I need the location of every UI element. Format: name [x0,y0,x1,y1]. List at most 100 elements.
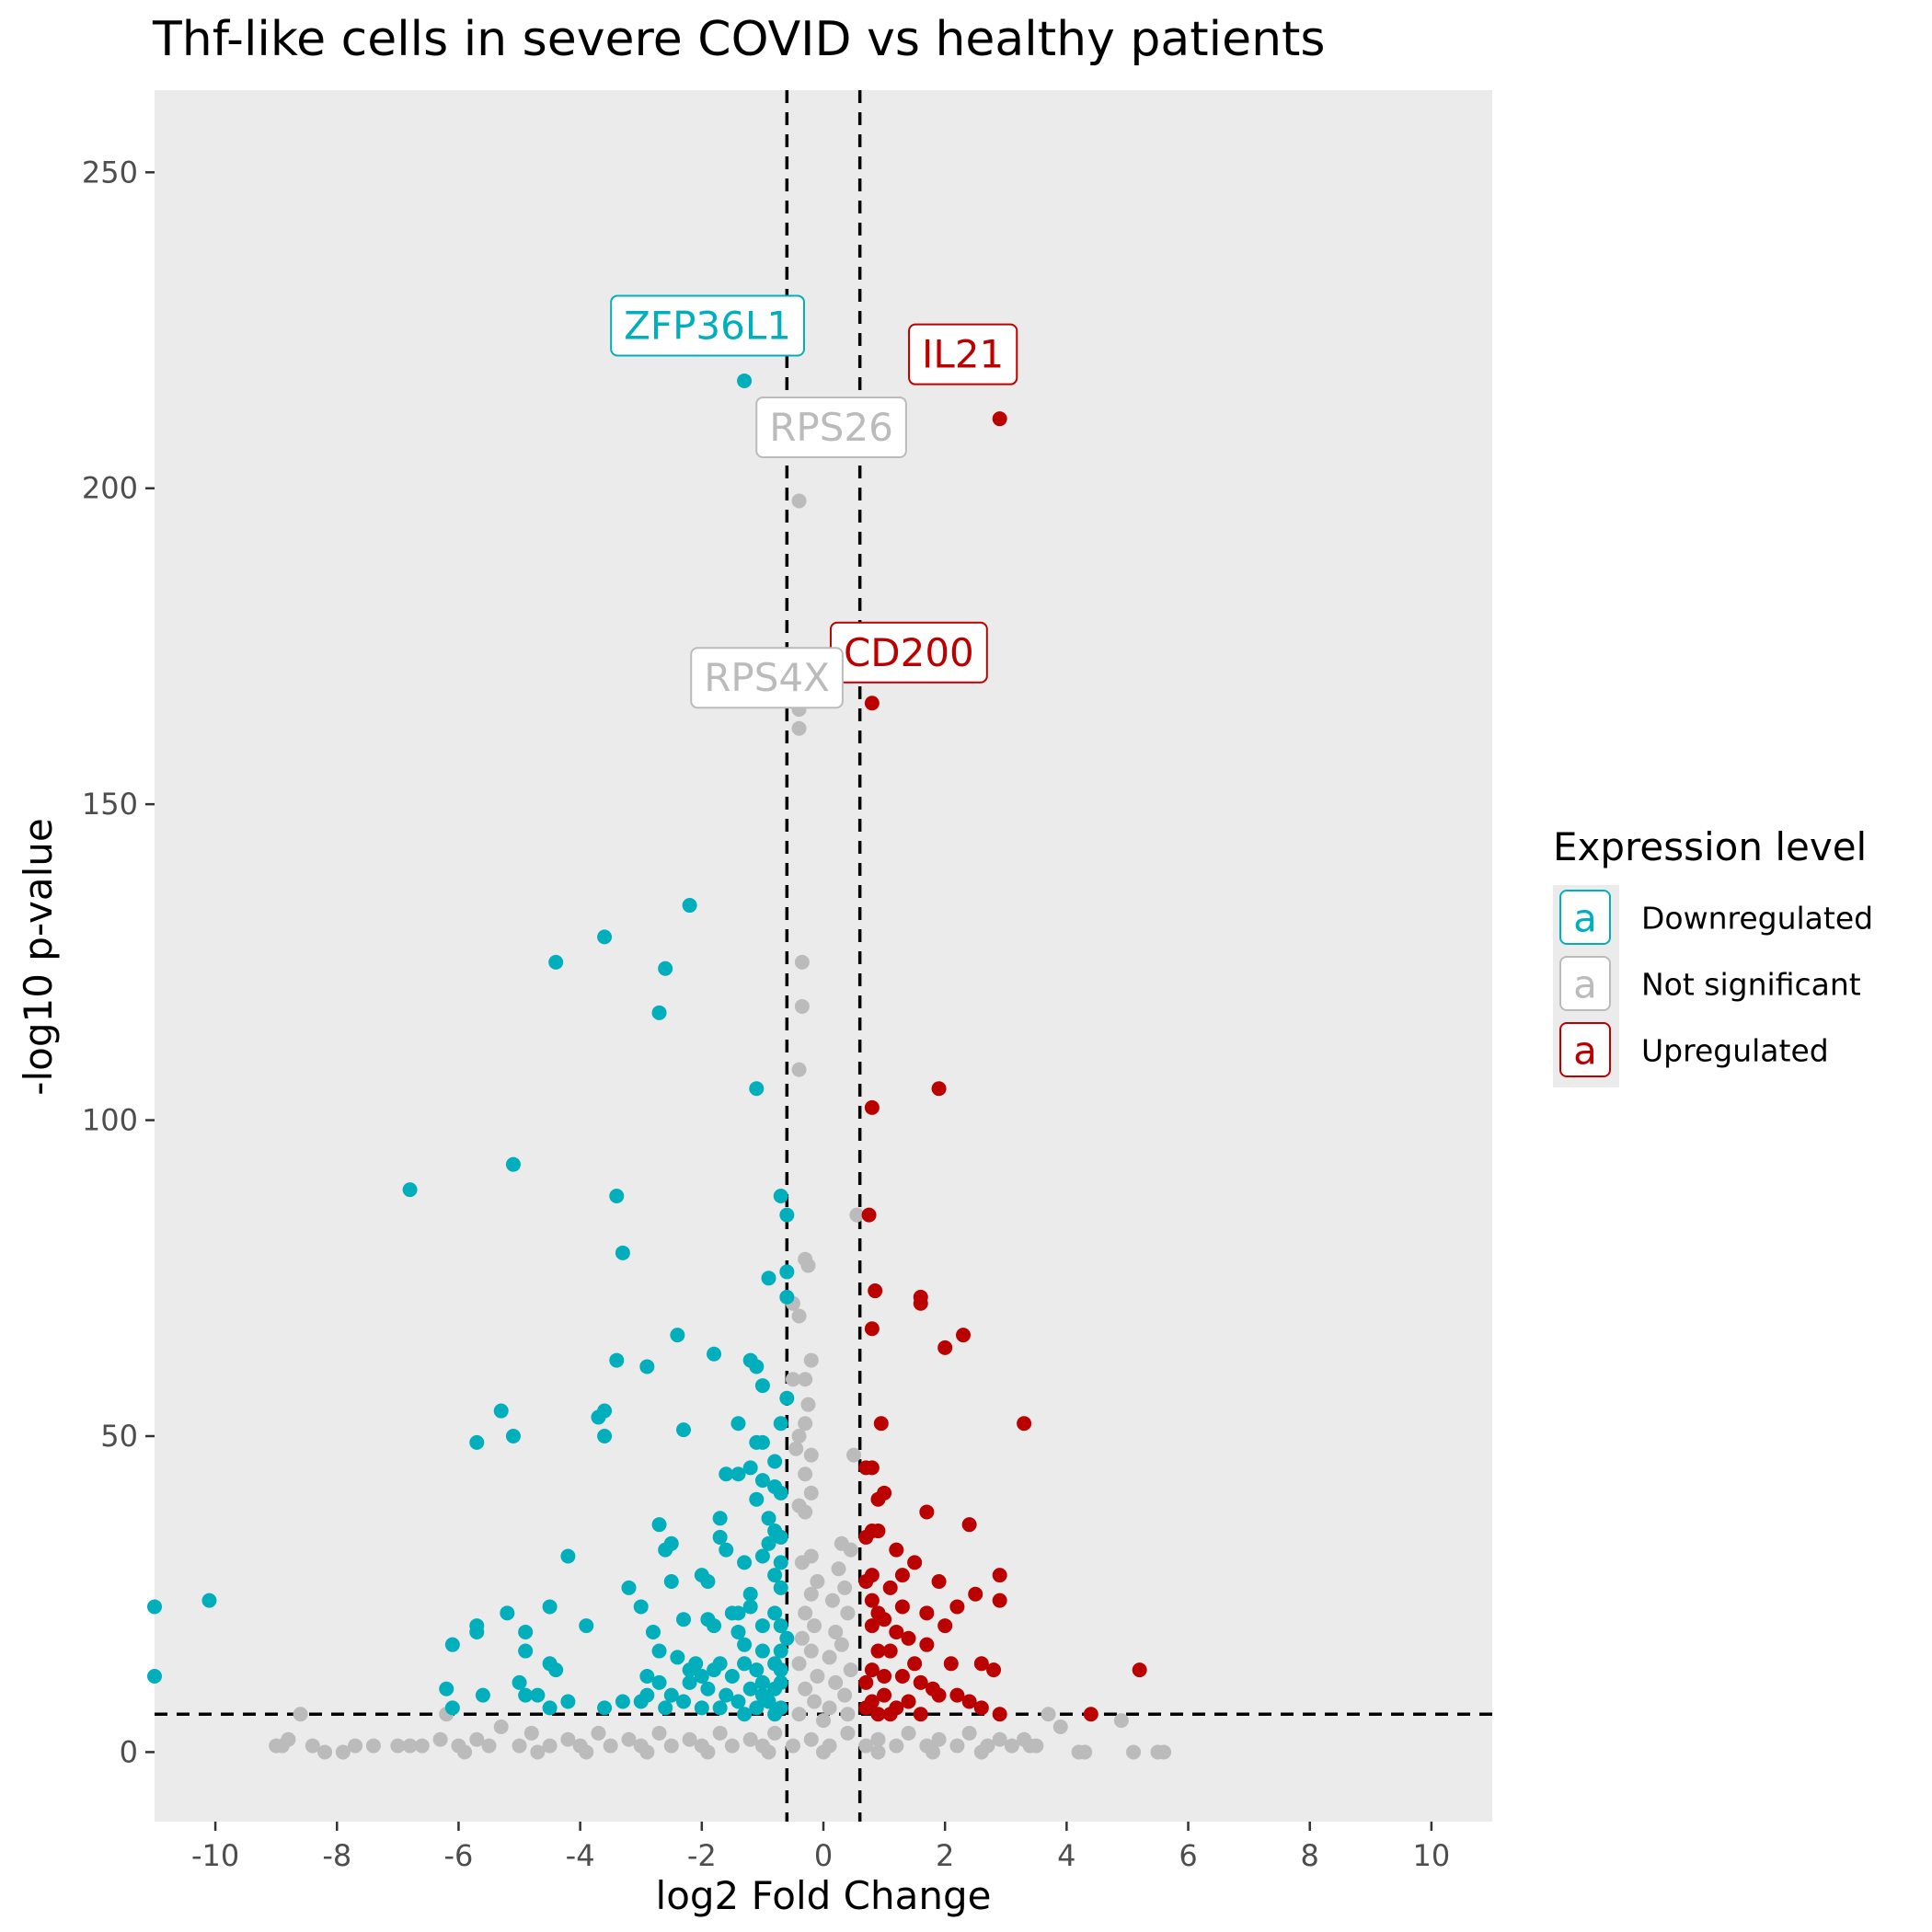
downregulated-point [591,1409,606,1425]
downregulated-point [700,1573,716,1589]
downregulated-point [444,1637,460,1652]
not-significant-point [761,1744,776,1760]
upregulated-point [992,411,1007,427]
not-significant-point [870,1744,886,1760]
not-significant-point [961,1725,977,1741]
upregulated-point [870,1643,886,1659]
not-significant-point [794,954,810,970]
not-significant-point [822,1700,837,1716]
upregulated-point [864,1662,880,1678]
downregulated-point [749,1491,765,1507]
downregulated-point [469,1624,485,1639]
downregulated-point [597,1700,613,1716]
upregulated-point [889,1624,904,1639]
not-significant-point [870,1731,886,1747]
not-significant-point [807,1694,822,1709]
upregulated-point [864,1593,880,1608]
gene-label-il21: IL21 [908,323,1018,385]
upregulated-point [858,1700,874,1716]
not-significant-point [858,1738,874,1754]
downregulated-point [675,1694,691,1709]
downregulated-point [651,1005,667,1020]
not-significant-point [800,1258,816,1273]
upregulated-point [864,1460,880,1476]
upregulated-point [882,1643,898,1659]
not-significant-point [791,1429,807,1444]
not-significant-point [402,1738,418,1754]
gene-label-cd200: CD200 [829,621,988,684]
downregulated-point [201,1593,217,1608]
downregulated-point [779,1207,795,1223]
not-significant-point [798,1466,813,1482]
upregulated-point [956,1328,972,1343]
upregulated-point [1132,1662,1147,1678]
not-significant-point [794,1630,810,1646]
downregulated-point [773,1643,788,1659]
upregulated-point [986,1662,1002,1678]
upregulated-point [949,1687,965,1703]
downregulated-point [767,1681,783,1696]
upregulated-point [968,1586,983,1602]
y-tick-label: 100 [82,1103,138,1138]
downregulated-point [719,1466,734,1482]
downregulated-point [663,1573,679,1589]
downregulated-point [518,1624,534,1639]
not-significant-point [840,1725,856,1741]
not-significant-point [798,1605,813,1621]
downregulated-point [615,1245,630,1260]
downregulated-point [621,1580,637,1595]
downregulated-point [658,1542,673,1558]
x-tick-label: -8 [322,1838,351,1873]
gene-label-text: ZFP36L1 [624,303,791,348]
y-axis: 0 50 100 150 200 250 [82,155,155,1769]
not-significant-point [843,1542,858,1558]
not-significant-point [803,1731,819,1747]
downregulated-point [707,1346,722,1362]
not-significant-point [317,1744,333,1760]
upregulated-point [913,1707,928,1722]
not-significant-point [791,493,807,509]
gene-label-box [690,647,844,709]
not-significant-point [512,1738,527,1754]
not-significant-point [849,1207,865,1223]
downregulated-point [147,1669,162,1685]
legend-item-not-significant: a Not significant [1559,956,1861,1011]
downregulated-point [737,1707,753,1722]
not-significant-point [822,1650,837,1665]
not-significant-point [798,1372,813,1387]
not-significant-point [1077,1744,1093,1760]
gene-label-rps26: RPS26 [755,396,907,458]
upregulated-point [877,1687,892,1703]
legend-label: Upregulated [1641,1033,1829,1069]
upregulated-point [870,1707,886,1722]
not-significant-point [1156,1744,1172,1760]
upregulated-point [882,1707,898,1722]
upregulated-point [894,1669,910,1685]
not-significant-point [348,1738,363,1754]
upregulated-point [864,696,880,711]
gene-label-text: CD200 [844,630,974,675]
downregulated-point [754,1674,770,1690]
gene-label-zfp36l1: ZFP36L1 [610,294,805,357]
not-significant-point [901,1725,916,1741]
not-significant-point [724,1738,740,1754]
legend-label: Downregulated [1641,901,1873,937]
downregulated-point [707,1618,722,1634]
not-significant-point [803,1586,819,1602]
upregulated-point [858,1573,874,1589]
gene-labels: ZFP36L1 IL21 RPS26 CD200 RPS4X [610,294,1018,709]
not-significant-point [1004,1738,1019,1754]
downregulated-point [560,1548,576,1564]
not-significant-point [457,1744,473,1760]
upregulated-point [870,1491,886,1507]
not-significant-point [560,1731,576,1747]
not-significant-point [432,1731,448,1747]
not-significant-point [591,1725,606,1741]
upregulated-point [937,1340,953,1355]
x-tick-label: 6 [1179,1838,1197,1873]
not-significant-point [621,1731,637,1747]
downregulated-point [749,1434,765,1450]
downregulated-point [737,1656,753,1672]
upregulated-point [919,1605,935,1621]
not-significant-point [843,1662,858,1678]
